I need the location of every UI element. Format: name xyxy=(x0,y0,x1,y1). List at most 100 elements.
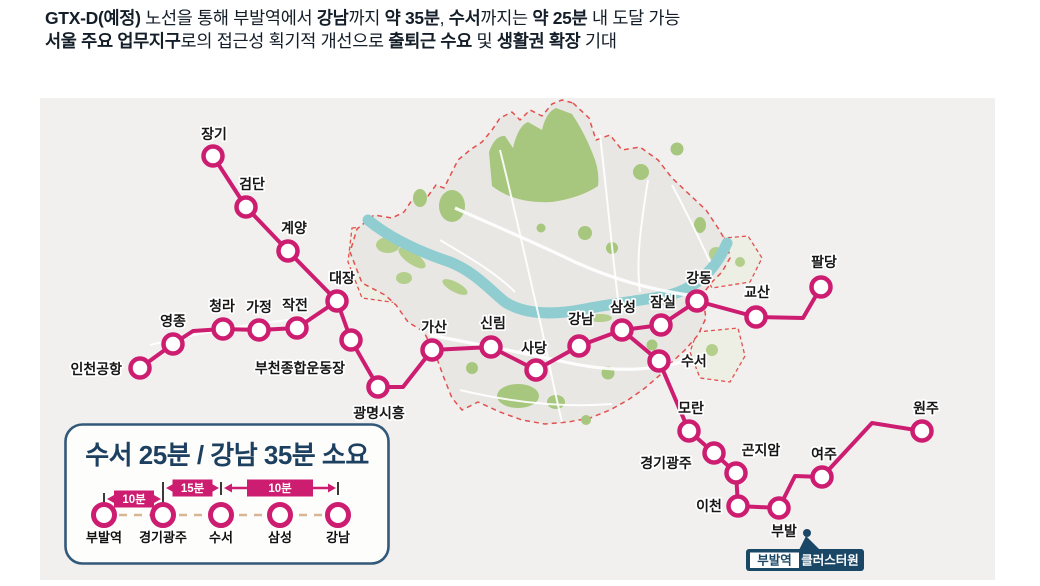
station-marker xyxy=(325,289,349,313)
arrowhead-right xyxy=(153,494,161,504)
headline: GTX-D(예정) 노선을 통해 부발역에서 강남까지 약 35분, 수서까지는… xyxy=(45,7,1005,53)
station-marker xyxy=(285,316,309,340)
station-marker xyxy=(247,318,271,342)
station-label: 수서 xyxy=(681,353,707,369)
headline-text: 까지는 xyxy=(480,8,533,28)
callout-pointer xyxy=(799,536,820,550)
station-marker xyxy=(234,195,258,219)
cluster-one-callout: 부발역 클러스터원 xyxy=(746,529,864,571)
station-label: 청라 xyxy=(209,298,235,314)
headline-suseo: 수서 xyxy=(448,8,481,28)
inset-station-marker xyxy=(325,502,351,528)
station-marker xyxy=(610,318,634,342)
station-label: 장기 xyxy=(201,126,227,142)
station-marker xyxy=(910,419,934,443)
station-label: 가산 xyxy=(421,319,447,335)
headline-living-zone: 생활권 확장 xyxy=(496,31,581,51)
headline-text: 기대 xyxy=(580,31,617,51)
station-label: 부발 xyxy=(771,523,797,539)
station-label: 가정 xyxy=(246,299,272,315)
arrowhead-right xyxy=(328,483,336,493)
station-marker xyxy=(647,349,671,373)
inset-station-marker xyxy=(150,502,176,528)
headline-35min: 약 35분 xyxy=(384,8,440,28)
station-marker xyxy=(767,496,791,520)
headline-text: 및 xyxy=(471,31,497,51)
arrowhead-left xyxy=(166,483,174,493)
headline-text: 까지 xyxy=(348,8,385,28)
station-label: 강동 xyxy=(686,270,712,286)
station-label: 이천 xyxy=(696,498,722,514)
duration-badge xyxy=(247,479,313,497)
inset-station-label: 경기광주 xyxy=(139,530,187,545)
inset-station-label: 부발역 xyxy=(86,530,122,545)
route-segment xyxy=(211,154,339,303)
station-marker xyxy=(685,289,709,313)
duration-label: 10분 xyxy=(268,482,292,495)
mountain-south xyxy=(497,384,539,408)
station-marker xyxy=(201,144,225,168)
headline-text: , xyxy=(439,8,449,28)
station-label: 사당 xyxy=(521,340,547,356)
station-label: 부천종합운동장 xyxy=(255,360,345,376)
inset-station-marker xyxy=(208,502,234,528)
duration-label: 15분 xyxy=(181,482,205,495)
duration-label: 10분 xyxy=(122,493,146,506)
arrowhead-left xyxy=(107,494,115,504)
station-label: 원주 xyxy=(913,400,939,416)
station-marker xyxy=(211,317,235,341)
mountain-north xyxy=(489,108,599,203)
station-marker xyxy=(161,332,185,356)
arrowhead-right xyxy=(211,483,219,493)
inset-station-marker xyxy=(91,502,117,528)
headline-25min: 약 25분 xyxy=(532,8,588,28)
station-label: 잠실 xyxy=(650,294,676,310)
station-label: 광명시흥 xyxy=(353,405,405,421)
station-marker xyxy=(724,461,748,485)
headline-gtx-d: GTX-D(예정) xyxy=(45,8,141,28)
inset-station-marker xyxy=(267,502,293,528)
station-label: 작전 xyxy=(282,297,308,313)
headline-text: 노선을 통해 부발역에서 xyxy=(140,8,317,28)
station-label: 대장 xyxy=(329,270,355,286)
headline-text: 내 도달 가능 xyxy=(587,8,681,28)
station-label: 영종 xyxy=(160,313,186,329)
callout-name-label: 클러스터원 xyxy=(801,553,859,568)
station-marker xyxy=(524,358,548,382)
station-marker xyxy=(128,356,152,380)
inset-box xyxy=(64,423,390,565)
station-marker xyxy=(726,494,750,518)
headline-biz-district: 서울 주요 업무지구 xyxy=(45,31,181,51)
arrowhead-left xyxy=(224,483,232,493)
station-marker xyxy=(702,441,726,465)
station-label: 곤지암 xyxy=(742,442,781,458)
station-label: 여주 xyxy=(811,446,837,462)
headline-gangnam: 강남 xyxy=(316,8,349,28)
han-river xyxy=(362,214,733,319)
station-marker xyxy=(809,275,833,299)
station-label: 강남 xyxy=(568,311,594,327)
headline-line2: 서울 주요 업무지구로의 접근성 획기적 개선으로 출퇴근 수요 및 생활권 확… xyxy=(45,30,1005,53)
station-marker xyxy=(567,334,591,358)
station-marker xyxy=(276,239,300,263)
duration-badge xyxy=(114,490,154,508)
district-gyosan xyxy=(689,327,746,383)
inset-title: 수서 25분 / 강남 35분 소요 xyxy=(85,440,369,470)
inset-station-label: 강남 xyxy=(326,530,350,545)
headline-commute: 출퇴근 수요 xyxy=(388,31,472,51)
station-marker xyxy=(420,338,444,362)
inset-station-label: 삼성 xyxy=(268,530,292,545)
station-marker xyxy=(649,313,673,337)
park-areas xyxy=(376,108,745,425)
inset-station-label: 수서 xyxy=(209,530,233,545)
headline-line1: GTX-D(예정) 노선을 통해 부발역에서 강남까지 약 35분, 수서까지는… xyxy=(45,7,1005,30)
station-label: 삼성 xyxy=(610,299,636,315)
cluster-one-dot xyxy=(803,529,811,537)
station-label: 신림 xyxy=(480,315,506,331)
station-marker xyxy=(677,419,701,443)
duration-badge xyxy=(172,479,213,497)
callout-station-label: 부발역 xyxy=(757,553,792,568)
